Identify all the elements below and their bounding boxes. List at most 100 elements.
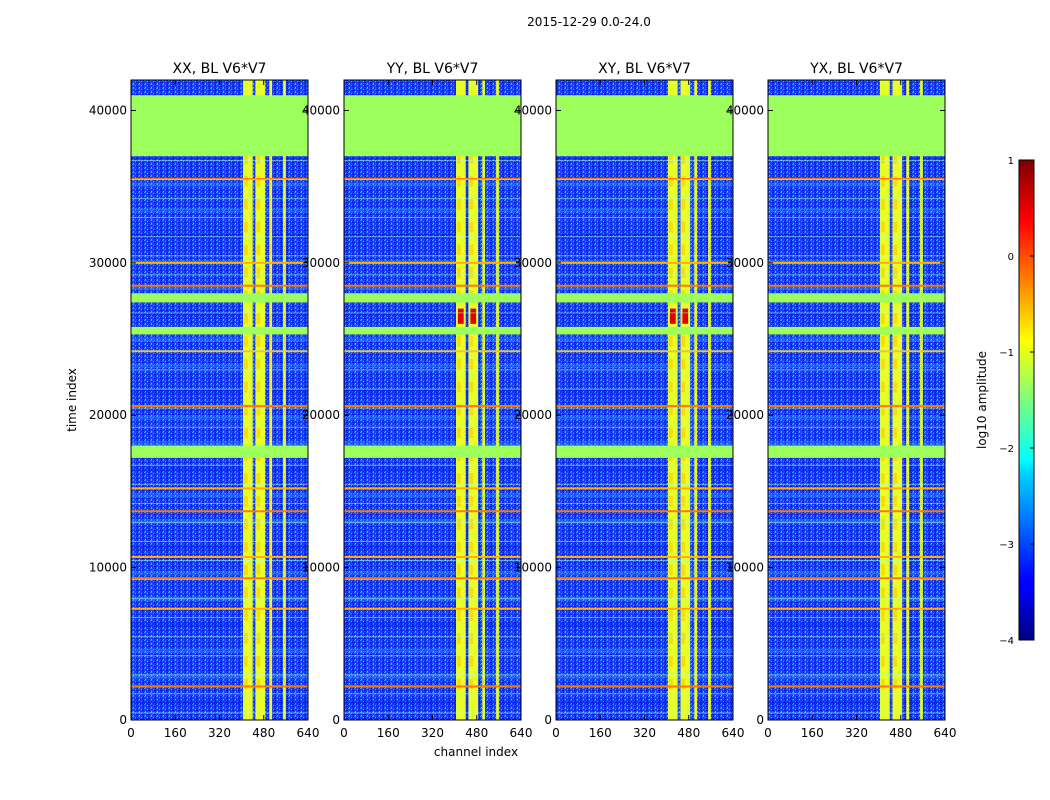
rfi-hotspot bbox=[921, 610, 923, 621]
rfi-hotspot bbox=[681, 473, 686, 484]
faint-row bbox=[344, 636, 521, 638]
faint-row bbox=[768, 160, 945, 161]
x-tick-label: 0 bbox=[127, 726, 135, 740]
rfi-hotspot bbox=[695, 587, 697, 599]
rfi-hotspot bbox=[469, 336, 474, 347]
rfi-hotspot bbox=[695, 633, 697, 644]
rfi-hotspot bbox=[921, 153, 923, 164]
faint-row bbox=[768, 426, 945, 428]
rfi-hotspot bbox=[695, 381, 697, 393]
faint-row bbox=[556, 655, 733, 657]
faint-row bbox=[556, 350, 733, 352]
faint-row bbox=[556, 579, 733, 581]
rfi-hotspot bbox=[244, 313, 248, 324]
texture-band bbox=[131, 156, 308, 161]
rfi-hotspot bbox=[483, 153, 485, 164]
x-tick-label: 480 bbox=[252, 726, 275, 740]
rfi-hotspot bbox=[270, 678, 272, 690]
rfi-hotspot bbox=[270, 496, 272, 507]
rfi-peak bbox=[458, 308, 464, 324]
rfi-hotspot bbox=[244, 496, 248, 507]
rfi-hotspot bbox=[457, 176, 461, 187]
rfi-hotspot bbox=[709, 473, 711, 484]
rfi-hotspot bbox=[709, 198, 711, 210]
rfi-hotspot bbox=[256, 313, 261, 324]
rfi-hotspot bbox=[893, 427, 898, 439]
rfi-hotspot bbox=[695, 564, 697, 576]
rfi-hotspot bbox=[483, 176, 485, 187]
texture-band bbox=[131, 363, 308, 368]
heatmap-background bbox=[556, 80, 733, 720]
texture-band bbox=[344, 492, 521, 498]
faint-row bbox=[344, 160, 521, 161]
rfi-hotspot bbox=[893, 244, 898, 256]
texture-band bbox=[768, 337, 945, 343]
rfi-hotspot bbox=[284, 198, 286, 210]
rfi-hotspot bbox=[483, 221, 485, 233]
rfi-hotspot bbox=[669, 678, 673, 690]
rfi-hotspot bbox=[469, 404, 474, 416]
rfi-hotspot bbox=[681, 153, 686, 164]
rfi-hotspot bbox=[469, 358, 474, 370]
rfi-hotspot bbox=[256, 221, 261, 233]
rfi-hotspot bbox=[907, 176, 909, 187]
rfi-hotspot bbox=[669, 587, 673, 599]
rfi-hotspot bbox=[244, 427, 248, 439]
texture-band bbox=[768, 648, 945, 653]
rfi-hotspot bbox=[457, 244, 461, 256]
rfi-hotspot bbox=[244, 610, 248, 621]
rfi-hotspot bbox=[497, 656, 499, 667]
rfi-hotspot bbox=[881, 496, 885, 507]
flagged-row bbox=[556, 261, 733, 264]
rfi-hotspot bbox=[256, 381, 261, 393]
rfi-hotspot bbox=[907, 221, 909, 233]
faint-row bbox=[556, 540, 733, 542]
texture-band bbox=[131, 674, 308, 679]
texture-band bbox=[131, 337, 308, 343]
rfi-hotspot bbox=[457, 336, 461, 347]
rfi-hotspot bbox=[893, 541, 898, 553]
texture-band bbox=[768, 467, 945, 472]
rfi-hotspot bbox=[709, 153, 711, 164]
rfi-hotspot bbox=[881, 244, 885, 256]
rfi-hotspot bbox=[881, 221, 885, 233]
rfi-hotspot bbox=[669, 336, 673, 347]
texture-band bbox=[768, 182, 945, 187]
masked-time-block bbox=[556, 445, 733, 458]
faint-row bbox=[556, 274, 733, 276]
rfi-hotspot bbox=[244, 153, 248, 164]
rfi-hotspot bbox=[284, 427, 286, 439]
rfi-hotspot bbox=[497, 473, 499, 484]
faint-row bbox=[131, 312, 308, 314]
texture-band bbox=[556, 441, 733, 446]
masked-time-block bbox=[556, 293, 733, 303]
rfi-hotspot bbox=[921, 496, 923, 507]
flagged-row bbox=[344, 685, 521, 688]
faint-row bbox=[768, 502, 945, 504]
rfi-hotspot bbox=[907, 336, 909, 347]
rfi-hotspot bbox=[893, 336, 898, 347]
panels: XX, BL V6*V7 0 160 320 480 640 0 10000 20000 3000… bbox=[89, 61, 957, 740]
rfi-hotspot bbox=[270, 244, 272, 256]
rfi-hotspot bbox=[709, 244, 711, 256]
faint-row bbox=[344, 255, 521, 257]
rfi-hotspot bbox=[457, 678, 461, 690]
x-tick-label: 480 bbox=[465, 726, 488, 740]
rfi-hotspot bbox=[695, 427, 697, 439]
y-tick-label: 0 bbox=[544, 713, 552, 727]
texture-band bbox=[131, 518, 308, 524]
rfi-hotspot bbox=[497, 518, 499, 530]
rfi-hotspot bbox=[907, 267, 909, 279]
rfi-hotspot bbox=[497, 244, 499, 256]
rfi-hotspot bbox=[469, 656, 474, 667]
texture-band bbox=[344, 337, 521, 343]
texture-band bbox=[131, 467, 308, 472]
rfi-hotspot bbox=[907, 198, 909, 210]
rfi-hotspot bbox=[284, 267, 286, 279]
rfi-hotspot bbox=[270, 404, 272, 416]
faint-row bbox=[556, 560, 733, 561]
figure-title: 2015-12-29 0.0-24.0 bbox=[527, 15, 651, 29]
rfi-hotspot bbox=[497, 153, 499, 164]
texture-band bbox=[131, 700, 308, 705]
